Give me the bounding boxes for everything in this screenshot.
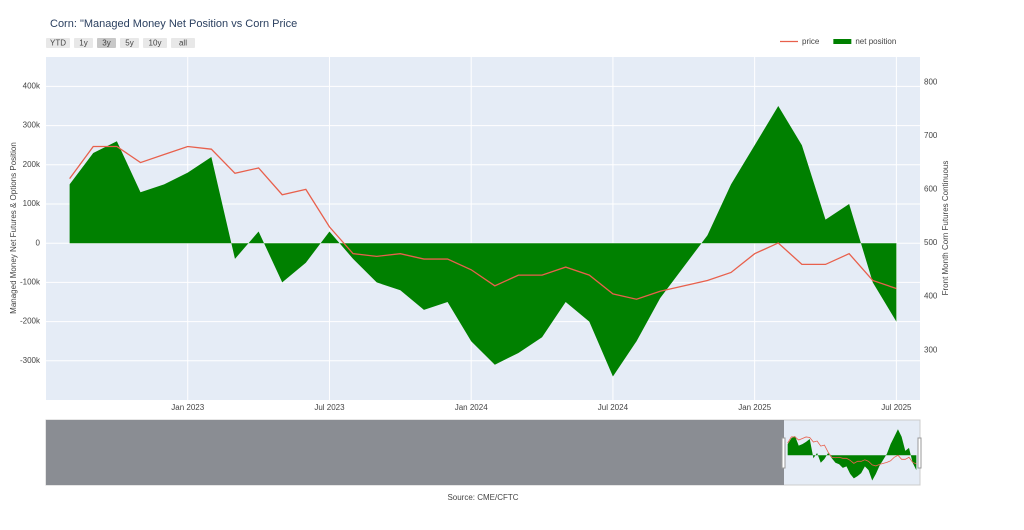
y2-tick-label: 300: [924, 345, 938, 354]
net-position-area: [787, 429, 917, 481]
range-button[interactable]: [171, 38, 195, 48]
x-tick-label: Jul 2024: [598, 403, 629, 412]
source-note: Source: CME/CFTC: [447, 493, 518, 502]
y-axis-title: Managed Money Net Futures & Options Posi…: [9, 142, 18, 314]
range-button-label[interactable]: YTD: [50, 39, 66, 48]
price-line: [69, 145, 897, 300]
net-position-area: [69, 106, 897, 377]
y-tick-label: 200k: [23, 160, 41, 169]
range-button-label[interactable]: all: [179, 39, 187, 48]
range-handle-left[interactable]: [781, 437, 786, 469]
range-handle-right[interactable]: [917, 437, 922, 469]
range-button[interactable]: [74, 38, 93, 48]
y2-tick-label: 400: [924, 292, 938, 301]
price-line: [787, 436, 917, 467]
y-tick-label: -100k: [20, 278, 41, 287]
y2-tick-label: 800: [924, 77, 938, 86]
x-tick-label: Jul 2025: [881, 403, 912, 412]
legend-label: price: [802, 37, 820, 46]
y-tick-label: -300k: [20, 356, 41, 365]
y2-tick-label: 500: [924, 238, 938, 247]
y-tick-label: 300k: [23, 121, 41, 130]
x-tick-label: Jul 2023: [314, 403, 345, 412]
y-tick-label: 100k: [23, 199, 41, 208]
y2-axis-title: Front Month Corn Futures Continuous: [941, 161, 950, 296]
y-tick-label: -200k: [20, 317, 41, 326]
range-button[interactable]: [143, 38, 167, 48]
range-slider-mask: [46, 420, 784, 485]
range-button[interactable]: [120, 38, 139, 48]
x-tick-label: Jan 2025: [738, 403, 771, 412]
range-button[interactable]: [97, 38, 116, 48]
chart-title: Corn: "Managed Money Net Position vs Cor…: [50, 18, 297, 30]
range-button-label[interactable]: 1y: [79, 39, 87, 48]
legend-swatch: [833, 39, 852, 44]
y-tick-label: 400k: [23, 82, 41, 91]
x-tick-label: Jan 2023: [171, 403, 204, 412]
legend-label: net position: [855, 37, 896, 46]
range-button-label[interactable]: 10y: [149, 39, 162, 48]
range-button-label[interactable]: 3y: [102, 39, 110, 48]
y-tick-label: 0: [36, 238, 41, 247]
y2-tick-label: 700: [924, 131, 938, 140]
y2-tick-label: 600: [924, 184, 938, 193]
x-tick-label: Jan 2024: [455, 403, 488, 412]
range-button-label[interactable]: 5y: [125, 39, 133, 48]
range-button[interactable]: [46, 38, 70, 48]
